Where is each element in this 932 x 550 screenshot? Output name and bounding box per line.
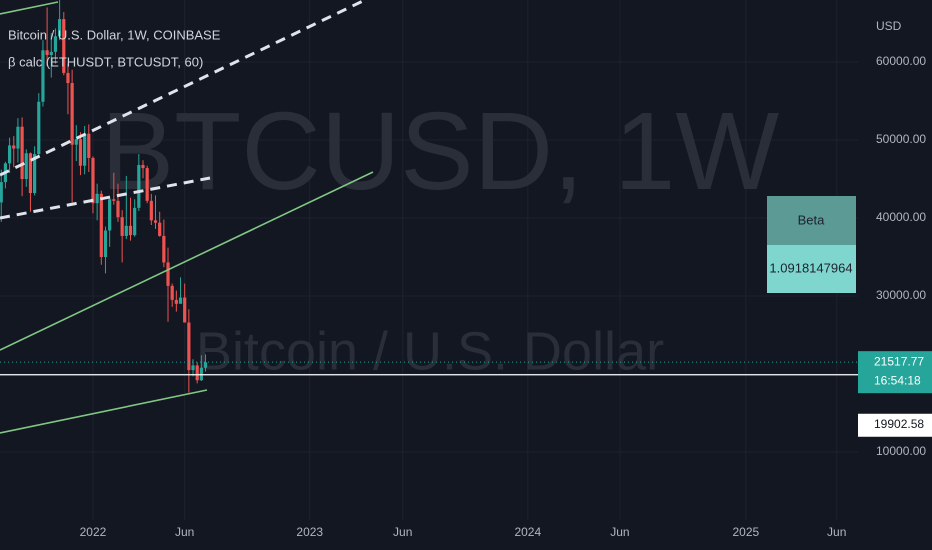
candle-body	[149, 200, 153, 221]
candle-body	[12, 145, 16, 149]
beta-value-cell	[767, 245, 856, 293]
candle-body	[53, 36, 58, 52]
candle-body	[103, 230, 108, 258]
candle-body	[166, 262, 170, 286]
legend-indicator: β calc (ETHUSDT, BTCUSDT, 60)	[8, 54, 203, 69]
candle-body	[95, 193, 99, 204]
beta-table: Beta 1.0918147964	[767, 196, 856, 293]
candle-body	[28, 153, 33, 194]
trend-line	[0, 1, 59, 15]
candle-body	[133, 207, 137, 236]
candle-body	[112, 199, 116, 201]
candle-body	[195, 365, 199, 381]
y-tick-label: 50000.00	[876, 132, 926, 146]
crosshair-label: 19902.58	[874, 417, 924, 431]
candle-body	[174, 299, 178, 304]
candle-body	[66, 72, 70, 84]
candle-body	[83, 133, 87, 166]
candle-body	[170, 285, 174, 300]
price-axis	[858, 0, 932, 550]
candle-body	[7, 145, 12, 164]
trend-lines	[0, 0, 374, 434]
last-price-label: 21517.77	[874, 354, 924, 368]
candle-body	[37, 101, 41, 155]
watermark: BTCUSD, 1W	[101, 90, 780, 213]
axis-unit: USD	[876, 19, 902, 33]
candle-body	[158, 222, 162, 236]
crosshair-tag	[858, 413, 932, 437]
candle-body	[41, 50, 45, 102]
candle-body	[87, 133, 91, 158]
legend-title: Bitcoin / U.S. Dollar, 1W, COINBASE	[8, 27, 221, 42]
plot	[0, 0, 858, 393]
candle-body	[120, 217, 124, 236]
countdown-label: 16:54:18	[874, 373, 921, 387]
candle-body	[187, 322, 191, 371]
candle-body	[99, 193, 103, 258]
x-tick-label: 2023	[296, 525, 323, 539]
candle-body	[124, 225, 128, 236]
candle-body	[108, 199, 112, 231]
candle-body	[153, 220, 158, 223]
candle-body	[49, 51, 53, 55]
candle-body	[116, 200, 120, 218]
x-tick-label: Jun	[827, 525, 846, 539]
beta-header: Beta	[798, 212, 826, 227]
trend-line	[0, 389, 208, 434]
watermark-subtitle: Bitcoin / U.S. Dollar	[196, 321, 664, 381]
candle-body	[145, 168, 149, 201]
x-tick-label: 2024	[514, 525, 541, 539]
candle-body	[78, 139, 83, 166]
candle-body	[128, 225, 133, 236]
candle-body	[191, 365, 195, 371]
candle-body	[74, 139, 78, 145]
x-tick-label: 2022	[80, 525, 107, 539]
candle-body	[45, 50, 49, 55]
y-tick-label: 30000.00	[876, 288, 926, 302]
y-tick-label: 40000.00	[876, 210, 926, 224]
candle-body	[91, 157, 95, 204]
candle-body	[137, 164, 141, 208]
candle-body	[62, 19, 66, 73]
x-tick-label: 2025	[732, 525, 759, 539]
candle-body	[33, 154, 37, 194]
candle-body	[203, 362, 208, 368]
x-tick-label: Jun	[175, 525, 194, 539]
beta-value: 1.0918147964	[769, 260, 852, 275]
x-tick-label: Jun	[393, 525, 412, 539]
candle-body	[183, 297, 187, 323]
candle-body	[141, 164, 145, 169]
candle-body	[20, 126, 24, 180]
candle-body	[70, 83, 74, 145]
last-price-tag	[858, 351, 932, 394]
candle-body	[0, 182, 3, 203]
candle-body	[162, 235, 166, 263]
y-tick-label: 10000.00	[876, 444, 926, 458]
candle-body	[24, 153, 28, 180]
candle-body	[16, 126, 20, 149]
trend-line	[0, 171, 374, 351]
candle-body	[178, 297, 183, 304]
y-tick-label: 60000.00	[876, 54, 926, 68]
x-tick-label: Jun	[610, 525, 629, 539]
beta-header-cell	[767, 196, 856, 245]
candle-body	[58, 19, 62, 37]
candle-body	[199, 367, 203, 381]
dashed-line	[0, 176, 211, 220]
axes: 10000.0020000.0030000.0040000.0050000.00…	[80, 54, 932, 539]
